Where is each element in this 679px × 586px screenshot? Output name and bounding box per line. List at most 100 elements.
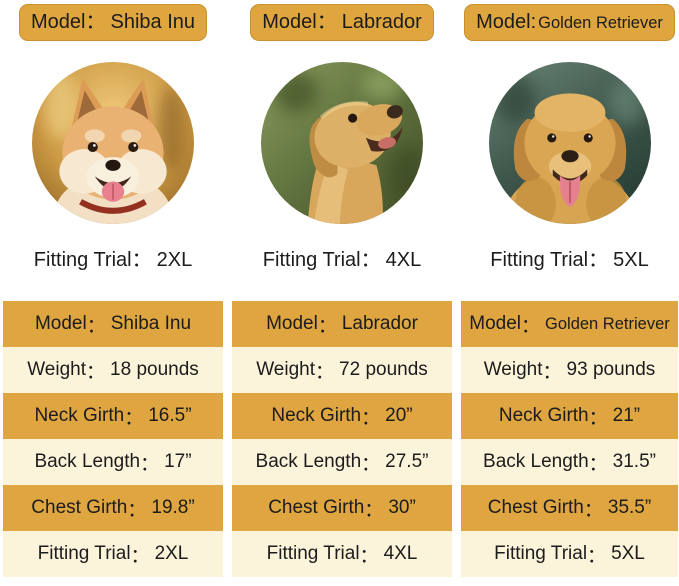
table-row: Weight： 18 pounds — [3, 347, 223, 393]
table-row: Model： Golden Retriever — [461, 301, 678, 347]
row-label: Weight — [27, 359, 87, 380]
colon: ： — [85, 11, 106, 33]
row-value: 17” — [164, 451, 192, 472]
table-row: Back Length： 17” — [3, 439, 223, 485]
column-golden-retriever: Model: Golden Retriever — [461, 0, 678, 577]
row-value: 4XL — [383, 543, 418, 564]
fitting-trial-value: 2XL — [156, 249, 193, 271]
row-label: Fitting Trial — [37, 543, 131, 564]
fitting-trial-caption: Fitting Trial： 4XL — [263, 243, 421, 272]
colon: ： — [127, 499, 147, 521]
fitting-trial-caption: Fitting Trial： 5XL — [490, 243, 648, 272]
row-value: 21” — [612, 405, 641, 426]
size-table: Model： Labrador Weight： 72 pounds Neck Gir… — [232, 301, 452, 577]
row-value: 2XL — [154, 543, 189, 564]
row-value: 16.5” — [148, 405, 192, 426]
fitting-trial-value: 4XL — [385, 249, 422, 271]
colon: ： — [587, 545, 607, 567]
row-value: Golden Retriever — [545, 314, 670, 333]
colon: ： — [521, 315, 541, 337]
colon: ： — [86, 361, 106, 383]
row-label: Back Length — [255, 451, 362, 472]
row-label: Weight — [483, 359, 543, 380]
colon: ： — [360, 249, 381, 271]
colon: ： — [588, 407, 608, 429]
fitting-trial-label: Fitting Trial — [262, 249, 361, 271]
colon: ： — [124, 407, 144, 429]
model-header-pill: Model： Shiba Inu — [19, 4, 207, 41]
row-value: 31.5” — [612, 451, 656, 472]
model-header-label: Model — [31, 11, 86, 33]
labrador-photo — [261, 62, 423, 224]
table-row: Neck Girth： 21” — [461, 393, 678, 439]
row-value: 30” — [388, 497, 416, 518]
model-header-pill: Model： Labrador — [250, 4, 434, 41]
table-row: Back Length： 31.5” — [461, 439, 678, 485]
table-row: Weight： 72 pounds — [232, 347, 452, 393]
model-header-value: Golden Retriever — [538, 14, 663, 32]
model-header-label: Model — [476, 11, 531, 33]
size-table: Model： Shiba Inu Weight： 18 pounds Neck Gi… — [3, 301, 223, 577]
colon: ： — [317, 315, 337, 337]
table-row: Model： Shiba Inu — [3, 301, 223, 347]
table-row: Back Length： 27.5” — [232, 439, 452, 485]
colon: ： — [364, 499, 384, 521]
colon: ： — [542, 361, 562, 383]
table-row: Chest Girth： 30” — [232, 485, 452, 531]
colon: ： — [315, 361, 335, 383]
fitting-trial-label: Fitting Trial — [33, 249, 132, 271]
colon: ： — [359, 545, 379, 567]
row-label: Model — [266, 313, 318, 334]
row-label: Model — [34, 313, 87, 334]
model-header-value: Labrador — [341, 11, 422, 33]
table-row: Model： Labrador — [232, 301, 452, 347]
row-value: 93 pounds — [566, 359, 656, 380]
colon: ： — [86, 315, 106, 337]
table-row: Fitting Trial： 2XL — [3, 531, 223, 577]
table-row: Chest Girth： 35.5” — [461, 485, 678, 531]
row-label: Neck Girth — [271, 405, 362, 426]
row-label: Back Length — [34, 451, 141, 472]
row-value: Labrador — [341, 313, 418, 334]
colon: : — [530, 11, 537, 33]
colon: ： — [131, 249, 152, 271]
model-header-pill: Model: Golden Retriever — [464, 4, 675, 41]
row-value: 72 pounds — [339, 359, 428, 380]
row-label: Weight — [256, 359, 316, 380]
row-label: Neck Girth — [34, 405, 125, 426]
row-value: 5XL — [611, 543, 645, 564]
table-row: Fitting Trial： 5XL — [461, 531, 678, 577]
row-label: Chest Girth — [487, 497, 584, 518]
fitting-trial-label: Fitting Trial — [490, 249, 589, 271]
row-label: Fitting Trial — [494, 543, 588, 564]
row-value: Shiba Inu — [110, 313, 192, 334]
row-label: Model — [469, 313, 521, 334]
fitting-trial-value: 5XL — [613, 249, 649, 271]
row-value: 18 pounds — [110, 359, 199, 380]
row-value: 27.5” — [385, 451, 429, 472]
row-label: Fitting Trial — [266, 543, 360, 564]
shiba-inu-photo — [32, 62, 194, 224]
table-row: Fitting Trial： 4XL — [232, 531, 452, 577]
row-label: Chest Girth — [268, 497, 365, 518]
colon: ： — [361, 453, 381, 475]
row-value: 19.8” — [151, 497, 195, 518]
row-label: Neck Girth — [498, 405, 589, 426]
colon: ： — [316, 11, 337, 33]
colon: ： — [140, 453, 160, 475]
colon: ： — [588, 453, 608, 475]
model-header-value: Shiba Inu — [110, 11, 195, 33]
colon: ： — [361, 407, 381, 429]
row-label: Chest Girth — [31, 497, 128, 518]
model-header-label: Model — [262, 11, 317, 33]
size-table: Model： Golden Retriever Weight： 93 pounds … — [461, 301, 678, 577]
table-row: Neck Girth： 20” — [232, 393, 452, 439]
golden-retriever-photo — [488, 62, 651, 224]
colon: ： — [583, 499, 603, 521]
column-labrador: Model： Labrador — [232, 0, 452, 577]
row-value: 35.5” — [607, 497, 652, 518]
table-row: Neck Girth： 16.5” — [3, 393, 223, 439]
row-label: Back Length — [483, 451, 589, 472]
